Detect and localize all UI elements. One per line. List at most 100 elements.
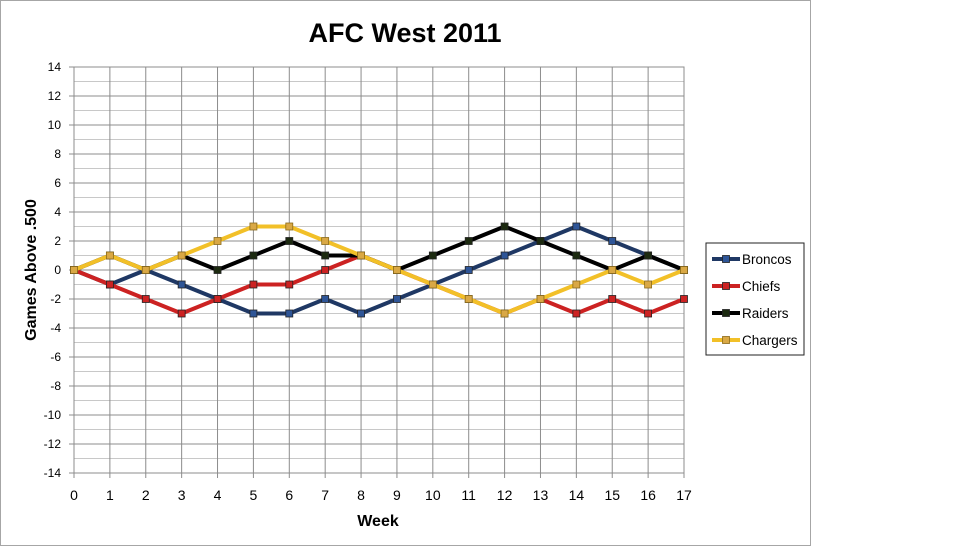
chiefs-point [644, 309, 653, 318]
y-tick-label: 6 [54, 176, 61, 190]
chargers-point [357, 251, 365, 260]
broncos-point [464, 266, 473, 274]
y-tick-label: -12 [44, 437, 62, 451]
x-tick-label: 2 [142, 487, 150, 503]
chargers-point [321, 237, 330, 245]
chiefs-point [177, 309, 186, 318]
series-group [70, 222, 688, 318]
chargers-point [213, 237, 222, 245]
chargers-point [285, 222, 294, 231]
y-tick-label: 12 [48, 89, 62, 103]
y-tick-label: 0 [54, 263, 61, 277]
x-tick-label: 5 [250, 487, 258, 503]
x-tick-label: 0 [70, 487, 78, 503]
legend-label-chargers: Chargers [742, 333, 798, 348]
broncos-point [572, 222, 581, 231]
y-axis-ticks: -14 -12 -10 -8 -6 -4 -2 0 2 4 6 8 10 12 14 [44, 60, 74, 480]
x-tick-label: 8 [357, 487, 365, 503]
y-tick-label: -8 [50, 379, 61, 393]
series-chargers [70, 222, 688, 318]
raiders-point [500, 222, 509, 231]
y-tick-label: 8 [54, 147, 61, 161]
chargers-point [393, 266, 401, 274]
y-tick-label: 2 [54, 234, 61, 248]
chiefs-point [285, 280, 294, 289]
chart-title: AFC West 2011 [308, 18, 501, 48]
x-tick-label: 10 [425, 487, 441, 503]
raiders-point [464, 237, 473, 245]
broncos-point [500, 251, 509, 260]
x-axis-ticks: 0 1 2 3 4 5 6 7 8 9 10 11 12 13 14 15 16 17 [70, 473, 692, 503]
raiders-point [644, 251, 653, 260]
raiders-point [428, 251, 437, 260]
y-tick-label: 10 [48, 118, 62, 132]
broncos-point [357, 309, 365, 318]
y-tick-label: -4 [50, 321, 61, 335]
legend-swatch-marker-chargers [722, 336, 730, 344]
chargers-point [249, 222, 258, 231]
broncos-point [393, 295, 401, 303]
legend-label-chiefs: Chiefs [742, 279, 781, 294]
x-tick-label: 12 [497, 487, 513, 503]
chiefs-point [321, 266, 330, 274]
x-tick-label: 1 [106, 487, 114, 503]
chargers-point [536, 295, 545, 303]
x-tick-label: 17 [676, 487, 692, 503]
legend-label-raiders: Raiders [742, 306, 789, 321]
raiders-point [536, 237, 545, 245]
chargers-point [105, 251, 114, 260]
chargers-point [680, 266, 688, 274]
chargers-point [428, 280, 437, 289]
broncos-line [72, 224, 686, 316]
broncos-point [608, 237, 617, 245]
chargers-point [464, 295, 473, 303]
chiefs-point [608, 295, 617, 303]
chiefs-point [105, 280, 114, 289]
raiders-point [285, 237, 294, 245]
y-tick-label: 4 [54, 205, 61, 219]
y-tick-label: -6 [50, 350, 61, 364]
chargers-point [500, 309, 509, 318]
y-tick-label: -10 [44, 408, 62, 422]
chargers-point [177, 251, 186, 260]
chargers-point [70, 266, 78, 274]
x-tick-label: 7 [321, 487, 329, 503]
chiefs-point [572, 309, 581, 318]
chiefs-point [680, 295, 688, 303]
chiefs-point [249, 280, 258, 289]
y-axis-title: Games Above .500 [23, 199, 40, 341]
y-tick-label: -2 [50, 292, 61, 306]
legend-swatch-marker-chiefs [722, 282, 730, 290]
x-tick-label: 9 [393, 487, 401, 503]
y-tick-label: -14 [44, 466, 62, 480]
x-tick-label: 6 [285, 487, 293, 503]
legend: Broncos Chiefs Raiders Chargers [705, 242, 805, 356]
x-tick-label: 16 [640, 487, 656, 503]
x-tick-label: 3 [178, 487, 186, 503]
broncos-point [285, 309, 294, 318]
y-tick-label: 14 [48, 60, 62, 74]
chargers-line [72, 224, 686, 316]
broncos-point [249, 309, 258, 318]
chargers-point [608, 266, 617, 274]
chargers-point [572, 280, 581, 289]
chiefs-point [213, 295, 222, 303]
x-tick-label: 11 [461, 487, 476, 503]
legend-label-broncos: Broncos [742, 252, 792, 267]
chiefs-point [141, 295, 150, 303]
legend-swatch-marker-broncos [722, 255, 730, 263]
broncos-point [177, 280, 186, 289]
chargers-point [644, 280, 653, 289]
chargers-point [141, 266, 150, 274]
raiders-point [572, 251, 581, 260]
legend-swatch-marker-raiders [722, 309, 730, 317]
x-tick-label: 13 [533, 487, 549, 503]
x-tick-label: 4 [214, 487, 222, 503]
x-axis-title: Week [357, 513, 399, 530]
broncos-point [321, 295, 330, 303]
x-tick-label: 15 [604, 487, 620, 503]
raiders-point [213, 266, 222, 274]
raiders-point [321, 251, 330, 260]
raiders-point [249, 251, 258, 260]
